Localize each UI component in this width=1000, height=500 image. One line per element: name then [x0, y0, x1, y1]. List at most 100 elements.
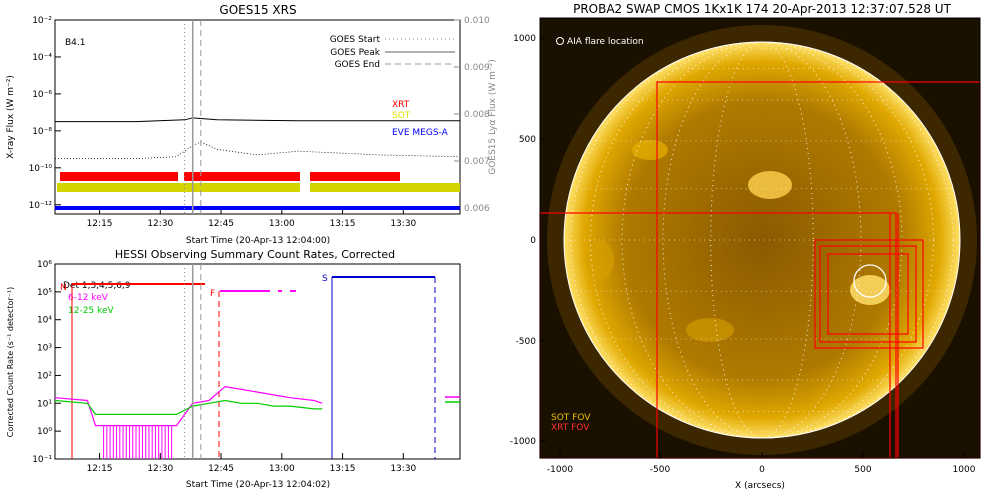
hessi-x-tick-label: 12:30 [147, 464, 173, 474]
hessi-marker-f: F [210, 289, 215, 299]
goes-y-tick-label: 10⁻⁶ [32, 90, 52, 100]
goes-x-axis: 12:15 12:30 12:45 13:00 13:15 13:30 [87, 208, 417, 229]
goes-legend: GOES Start GOES Peak GOES End [330, 35, 455, 70]
goes-panel: GOES15 XRS B4.1 10⁻²10⁻⁴10⁻⁶10⁻⁸10⁻¹⁰10⁻… [6, 3, 498, 246]
goes-y-tick-label: 10⁻⁴ [32, 53, 52, 63]
hessi-x-tick-label: 13:15 [330, 464, 356, 474]
hessi-event-lines [184, 264, 202, 459]
goes-event-lines [184, 20, 202, 214]
goes-y2-tick-label: 0.010 [464, 16, 490, 26]
goes-y-tick-label: 10⁻² [32, 16, 52, 26]
goes-y2-tick-label: 0.007 [464, 157, 490, 167]
goes-x-tick-label: 12:30 [147, 219, 173, 229]
swap-y-tick-label: -500 [516, 337, 537, 347]
goes-series-line [55, 141, 461, 160]
hessi-legend-12-25: 12-25 keV [68, 306, 114, 316]
aia-legend-label: AIA flare location [567, 37, 644, 47]
hessi-x-tick-label: 13:00 [269, 464, 295, 474]
active-region-a [748, 171, 792, 199]
hessi-plot-frame [54, 263, 461, 460]
label-eve: EVE MEGS-A [392, 128, 449, 138]
hessi-y-tick-label: 10⁴ [37, 316, 52, 326]
hessi-marker-s: S [322, 274, 328, 284]
hessi-series-group [54, 385, 323, 459]
hessi-x-tick-label: 12:15 [87, 464, 113, 474]
aia-flare-location [853, 264, 887, 298]
xrt-fov-box-inner [827, 253, 909, 335]
active-region-e [586, 240, 614, 280]
hessi-y-tick-label: 10⁵ [37, 288, 52, 298]
legend-goes-peak: GOES Peak [330, 48, 380, 58]
swap-x-axis: -1000 -500 0 500 1000 [547, 452, 976, 475]
hessi-y-tick-label: 10¹ [37, 399, 52, 409]
goes-x-label: Start Time (20-Apr-13 12:04:00) [186, 236, 330, 246]
goes-title: GOES15 XRS [219, 3, 296, 17]
xrt-coverage-gap-2 [300, 172, 310, 181]
goes-x-tick-label: 13:15 [330, 219, 356, 229]
goes-series-group [55, 117, 461, 160]
sot-coverage-gap [300, 183, 310, 192]
goes-y-tick-label: 10⁻¹⁰ [29, 164, 53, 174]
swap-x-tick-label: 1000 [953, 465, 976, 475]
hessi-panel: HESSI Observing Summary Count Rates, Cor… [6, 248, 461, 490]
swap-x-tick-label: -1000 [547, 465, 573, 475]
hessi-marker-n: N [60, 283, 67, 293]
xrt-fov-box-small [819, 245, 917, 343]
active-region-d [686, 318, 734, 342]
xrt-fov-box-med [814, 239, 924, 349]
sun-limb [563, 41, 961, 439]
goes-y-label: X-ray Flux (W m⁻²) [6, 75, 16, 159]
hessi-y-tick-label: 10² [37, 371, 52, 381]
hessi-series-line [54, 399, 323, 415]
swap-y-tick-label: 0 [530, 236, 536, 246]
hessi-title: HESSI Observing Summary Count Rates, Cor… [115, 248, 395, 261]
swap-x-tick-label: 0 [759, 465, 765, 475]
goes-plot-frame [54, 19, 461, 215]
hessi-x-tick-label: 12:45 [208, 464, 234, 474]
goes-y2-tick-label: 0.009 [464, 63, 490, 73]
goes-y-tick-label: 10⁻¹² [29, 201, 53, 211]
legend-goes-start: GOES Start [330, 35, 381, 45]
hessi-y-label: Corrected Count Rate (s⁻¹ detector⁻¹) [6, 287, 15, 438]
swap-x-label: X (arcsecs) [735, 481, 785, 491]
hessi-x-axis: 12:15 12:30 12:45 13:00 13:15 13:30 [87, 453, 417, 474]
swap-y-axis: 1000 500 0 -500 -1000 [510, 34, 546, 447]
hessi-y-tick-label: 10⁶ [37, 260, 52, 270]
goes-x-tick-label: 13:30 [390, 219, 416, 229]
goes-y2-label: GOES15 Lyα Flux (W m⁻²) [488, 59, 498, 175]
swap-panel: PROBA2 SWAP CMOS 1Kx1K 174 20-Apr-2013 1… [510, 2, 981, 491]
hessi-legend-6-12: 6-12 keV [68, 293, 109, 303]
label-xrt: XRT [392, 100, 410, 110]
swap-title: PROBA2 SWAP CMOS 1Kx1K 174 20-Apr-2013 1… [573, 2, 951, 16]
goes-class-label: B4.1 [65, 38, 86, 48]
goes-series-line [55, 117, 460, 123]
goes-x-tick-label: 12:45 [208, 219, 234, 229]
hessi-series-line [54, 385, 323, 427]
coverage-bars [55, 172, 460, 210]
swap-x-tick-label: 500 [854, 465, 871, 475]
swap-x-tick-label: -500 [650, 465, 671, 475]
xrt-coverage-gap [178, 172, 184, 181]
goes-y-tick-label: 10⁻⁸ [32, 127, 52, 137]
legend-goes-end: GOES End [335, 60, 380, 70]
aia-legend-symbol [556, 37, 564, 45]
goes-x-tick-label: 13:00 [269, 219, 295, 229]
goes-y2-tick-label: 0.008 [464, 110, 490, 120]
goes-y2-tick-label: 0.006 [464, 204, 490, 214]
goes-x-tick-label: 12:15 [87, 219, 113, 229]
swap-y-tick-label: 1000 [513, 34, 536, 44]
swap-y-tick-label: 500 [519, 135, 536, 145]
hessi-y-axis: 10⁶ 10⁵ 10⁴ 10³ 10² 10¹ 10⁰ 10⁻¹ [32, 260, 61, 465]
hessi-y-tick-label: 10³ [37, 344, 52, 354]
goes-y-axis: 10⁻² 10⁻⁴ 10⁻⁶ 10⁻⁸ 10⁻¹⁰ 10⁻¹² [29, 16, 61, 211]
sot-coverage-bar [57, 183, 460, 192]
xrt-coverage-bar-a [60, 172, 400, 181]
hessi-x-tick-label: 13:30 [390, 464, 416, 474]
swap-image-frame [539, 17, 981, 459]
xrt-fov-label: XRT FOV [551, 423, 590, 433]
hessi-detectors-label: Det 1,3,4,5,6,9 [63, 281, 131, 291]
label-sot: SOT [392, 111, 411, 121]
active-region-c [850, 275, 890, 305]
active-region-b [632, 140, 668, 160]
